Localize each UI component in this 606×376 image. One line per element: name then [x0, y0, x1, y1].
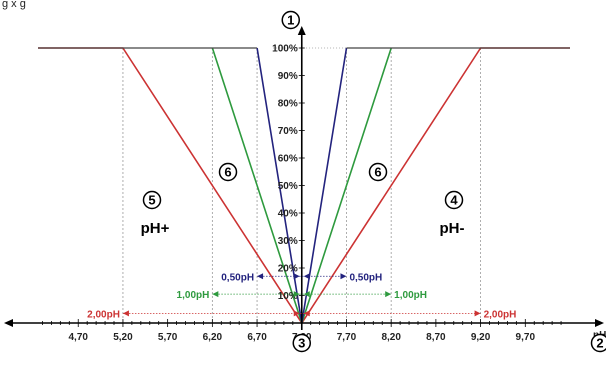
guide-lines [122, 47, 481, 323]
range-arrow-right [340, 273, 347, 280]
annotation-circle-4 [444, 190, 464, 210]
range-label-left: 0,50pH [221, 272, 254, 283]
x-tick-label: 6,20 [203, 332, 223, 343]
range-inner-arrow-right [303, 273, 310, 280]
annotation-circle-5 [142, 190, 162, 210]
annotation-number-1: 1 [287, 13, 294, 28]
x-axis-arrow-left [4, 319, 13, 327]
range-arrow-left [212, 291, 219, 298]
range-label-left: 2,00pH [87, 309, 120, 320]
range-label-right: 2,00pH [484, 309, 517, 320]
range-inner-arrow-left [293, 291, 300, 298]
region-label-ph-minus: pH- [440, 220, 465, 237]
tick-labels: 4,705,205,706,206,707,207,708,208,709,20… [42, 44, 606, 343]
y-tick-label: 40% [278, 209, 298, 220]
x-tick-label: 8,20 [381, 332, 401, 343]
axes [4, 26, 604, 330]
y-tick-label: 80% [278, 99, 298, 110]
x-tick-label: 6,70 [247, 332, 267, 343]
y-tick-label: 30% [278, 236, 298, 247]
annotation-circle-6b [368, 162, 388, 182]
x-tick-label: 9,20 [471, 332, 491, 343]
range-label-right: 0,50pH [349, 272, 382, 283]
range-inner-arrow-left [293, 310, 300, 317]
annotation-number-5: 5 [148, 193, 155, 208]
annotation-number-6a: 6 [224, 165, 231, 180]
range-inner-arrow-left [293, 273, 300, 280]
x-tick-label: 4,70 [69, 332, 89, 343]
y-axis-arrow [297, 26, 306, 35]
range-arrow-right [385, 291, 392, 298]
y-tick-label: 90% [278, 71, 298, 82]
annotation-circle-2 [590, 333, 606, 353]
x-tick-label: 5,70 [158, 332, 178, 343]
y-tick-label: 50% [278, 181, 298, 192]
region-label-ph-plus: pH+ [141, 220, 170, 237]
y-tick-label: 10% [278, 291, 298, 302]
annotation-number-6b: 6 [374, 165, 381, 180]
range-inner-arrow-right [303, 291, 310, 298]
annotation-number-3: 3 [298, 336, 305, 351]
x-tick-label: 9,70 [516, 332, 536, 343]
annotation-number-4: 4 [450, 193, 458, 208]
range-arrow-left [122, 310, 129, 317]
x-tick-label: 7,70 [337, 332, 357, 343]
annotation-circle-6a [218, 162, 238, 182]
annotation-circle-3 [292, 333, 312, 353]
y-tick-label: 70% [278, 126, 298, 137]
y-tick-label: 20% [278, 264, 298, 275]
x-axis-arrow-right [595, 319, 604, 327]
top-caption: g x g [2, 0, 26, 10]
annotation-circle-1 [281, 10, 301, 30]
range-label-left: 1,00pH [177, 290, 210, 301]
range-arrows: 2,00pH 2,00pH 1,00pH 1,00pH 0,50pH 0,50pH [87, 272, 516, 320]
range-arrow-left [257, 273, 264, 280]
range-inner-arrow-right [303, 310, 310, 317]
range-arrow-right [474, 310, 481, 317]
range-label-right: 1,00pH [394, 290, 427, 301]
annotations: 1 3 2 5 4 6 6 pH+ pH- [141, 10, 606, 353]
x-tick-label: 5,20 [113, 332, 133, 343]
x-tick-label: 8,70 [426, 332, 446, 343]
y-tick-label: 60% [278, 154, 298, 165]
y-tick-label: 100% [272, 44, 298, 55]
annotation-number-2: 2 [596, 336, 603, 351]
